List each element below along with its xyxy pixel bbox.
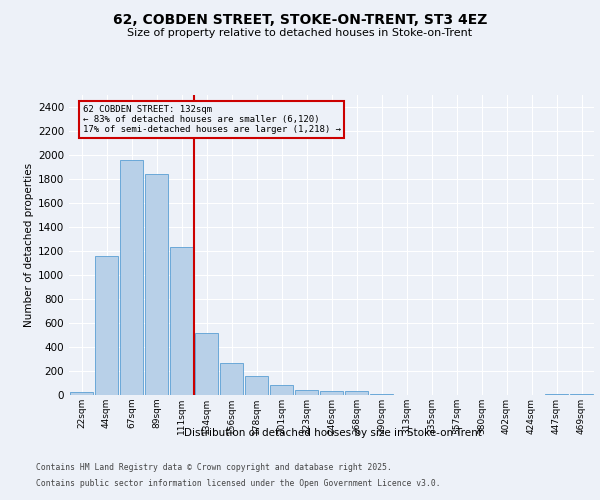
Y-axis label: Number of detached properties: Number of detached properties <box>24 163 34 327</box>
Bar <box>145 174 168 395</box>
Bar <box>320 391 343 395</box>
Bar <box>195 332 218 395</box>
Text: Size of property relative to detached houses in Stoke-on-Trent: Size of property relative to detached ho… <box>127 28 473 38</box>
Text: Contains HM Land Registry data © Crown copyright and database right 2025.: Contains HM Land Registry data © Crown c… <box>36 464 392 472</box>
Bar <box>220 362 243 395</box>
Text: 62, COBDEN STREET, STOKE-ON-TRENT, ST3 4EZ: 62, COBDEN STREET, STOKE-ON-TRENT, ST3 4… <box>113 12 487 26</box>
Bar <box>245 376 268 395</box>
Bar <box>545 394 568 395</box>
Text: Contains public sector information licensed under the Open Government Licence v3: Contains public sector information licen… <box>36 478 440 488</box>
Bar <box>70 392 93 395</box>
Bar <box>270 386 293 395</box>
Bar <box>295 390 318 395</box>
Bar <box>120 160 143 395</box>
Bar <box>345 392 368 395</box>
Bar <box>95 256 118 395</box>
Text: 62 COBDEN STREET: 132sqm
← 83% of detached houses are smaller (6,120)
17% of sem: 62 COBDEN STREET: 132sqm ← 83% of detach… <box>83 104 341 134</box>
Bar <box>370 394 393 395</box>
Text: Distribution of detached houses by size in Stoke-on-Trent: Distribution of detached houses by size … <box>184 428 482 438</box>
Bar <box>570 394 593 395</box>
Bar <box>170 248 193 395</box>
